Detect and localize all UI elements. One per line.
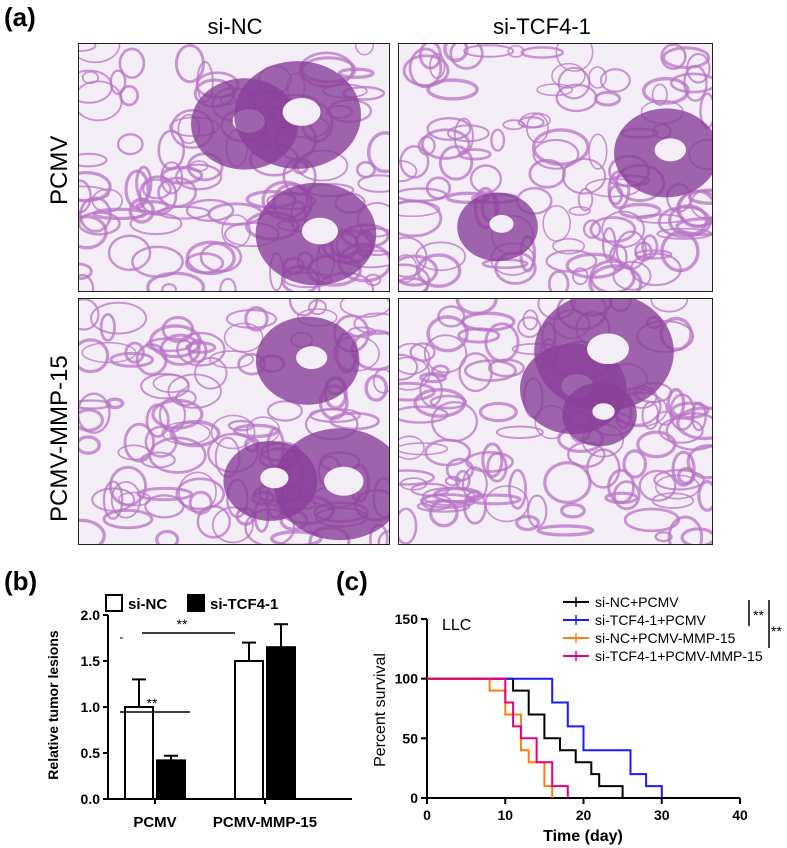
legend-swatch-si-nc xyxy=(105,594,123,612)
significance-mark: ** xyxy=(753,607,764,623)
x-tick-label: 0 xyxy=(423,807,431,823)
column-label-si-tcf4: si-TCF4-1 xyxy=(493,14,591,39)
he-stain-sinc-mmp15 xyxy=(78,298,390,545)
column-label-si-nc: si-NC xyxy=(207,14,263,39)
significance-mark: ** xyxy=(771,623,782,639)
bar-legend: si-NC si-TCF4-1 xyxy=(105,594,278,613)
survival-curve xyxy=(427,677,554,798)
y-axis-label: Percent survival xyxy=(372,653,389,767)
x-tick-label: 20 xyxy=(576,807,592,823)
significance-brackets: ** ** xyxy=(748,600,782,648)
y-tick-label: 50 xyxy=(402,730,418,746)
legend-swatch-si-tcf4 xyxy=(187,594,205,612)
y-tick-label: 0.5 xyxy=(81,745,101,761)
he-stain-sitcf4-mmp15 xyxy=(398,298,713,545)
x-tick-label: 30 xyxy=(654,807,670,823)
y-tick-label: 2.0 xyxy=(81,607,101,623)
survival-curve xyxy=(427,677,663,798)
panel-a-letter: (a) xyxy=(4,2,36,32)
y-tick-label: 1.0 xyxy=(81,699,101,715)
survival-curve xyxy=(427,677,624,798)
y-axis-label: Relative tumor lesions xyxy=(45,630,61,780)
panel-b-letter: (b) xyxy=(4,566,38,596)
row-label-pcmv: PCMV xyxy=(46,135,73,205)
survival-chart: LLC Percent survival Time (day) 05010015… xyxy=(372,594,782,845)
survival-legend: si-NC+PCMV si-TCF4-1+PCMV si-NC+PCMV-MMP-1… xyxy=(563,594,763,664)
x-axis-label: Time (day) xyxy=(543,828,623,845)
x-tick-label: 40 xyxy=(732,807,748,823)
panel-c-letter: (c) xyxy=(336,566,368,596)
row-label-pcmv-mmp15: PCMV-MMP-15 xyxy=(46,355,73,522)
bar xyxy=(234,660,264,800)
bar xyxy=(266,646,296,801)
y-tick-label: 0.0 xyxy=(81,791,101,807)
y-tick-label: 1.5 xyxy=(81,653,101,669)
y-tick-label: 150 xyxy=(395,611,419,627)
he-stain-sitcf4-pcmv xyxy=(398,43,713,292)
survival-curve xyxy=(427,677,569,798)
y-tick-label: 0 xyxy=(410,790,418,806)
significance-mark: ** xyxy=(147,695,158,711)
x-tick-label: PCMV xyxy=(133,814,176,831)
he-stain-sinc-pcmv xyxy=(78,43,390,292)
significance-mark: ** xyxy=(177,616,188,632)
chart-title-llc: LLC xyxy=(442,617,471,634)
x-tick-label: PCMV-MMP-15 xyxy=(213,814,317,831)
legend-label-si-nc: si-NC xyxy=(128,596,167,613)
legend-label: si-TCF4-1+PCMV xyxy=(595,612,707,628)
legend-label: si-NC+PCMV-MMP-15 xyxy=(595,630,736,646)
significance-brackets: ** ** xyxy=(120,616,235,713)
bar-chart: si-NC si-TCF4-1 Relative tumor lesions 0… xyxy=(45,594,352,831)
bar xyxy=(156,759,186,800)
legend-label-si-tcf4: si-TCF4-1 xyxy=(210,596,278,613)
legend-label: si-TCF4-1+PCMV-MMP-15 xyxy=(595,648,763,664)
x-tick-label: 10 xyxy=(497,807,513,823)
y-tick-label: 100 xyxy=(395,671,419,687)
bar xyxy=(124,706,154,800)
legend-label: si-NC+PCMV xyxy=(595,594,679,610)
